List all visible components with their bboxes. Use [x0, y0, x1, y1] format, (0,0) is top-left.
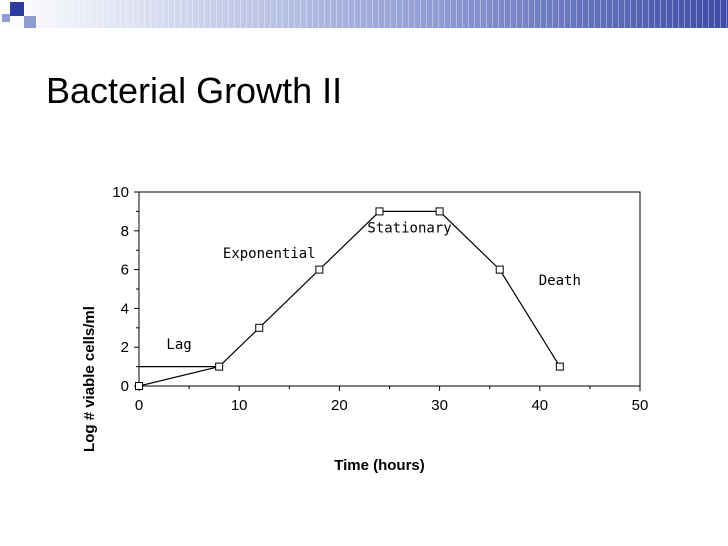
slide-title: Bacterial Growth II [46, 70, 343, 111]
data-point [435, 207, 444, 216]
y-tick-label: 6 [121, 262, 129, 279]
data-point [375, 207, 384, 216]
y-tick-label: 10 [112, 184, 129, 201]
data-point [495, 265, 504, 274]
phase-label: Stationary [367, 221, 451, 237]
data-point [315, 265, 324, 274]
corner-square-small [2, 14, 10, 22]
phase-label: Exponential [223, 246, 316, 262]
x-tick-label: 10 [231, 397, 248, 414]
y-tick-label: 2 [121, 339, 129, 356]
corner-decoration [0, 0, 60, 40]
x-tick-label: 50 [632, 397, 649, 414]
y-axis-title: Log # viable cells/ml [81, 306, 98, 452]
x-tick-label: 20 [331, 397, 348, 414]
series-line [138, 210, 561, 387]
corner-square-dark [10, 2, 24, 16]
y-tick-label: 8 [121, 223, 129, 240]
y-tick-label: 0 [121, 378, 129, 395]
x-tick-label: 40 [531, 397, 548, 414]
data-point [215, 362, 224, 371]
title-band [0, 0, 728, 28]
y-tick-label: 4 [121, 300, 129, 317]
data-point [555, 362, 564, 371]
corner-square-light [24, 16, 36, 28]
x-tick-label: 30 [431, 397, 448, 414]
phase-label: Death [539, 273, 581, 289]
x-axis-title: Time (hours) [334, 457, 425, 474]
phase-label: Lag [166, 337, 191, 353]
x-tick-label: 0 [135, 397, 143, 414]
data-point [135, 382, 143, 390]
data-point [255, 323, 264, 332]
